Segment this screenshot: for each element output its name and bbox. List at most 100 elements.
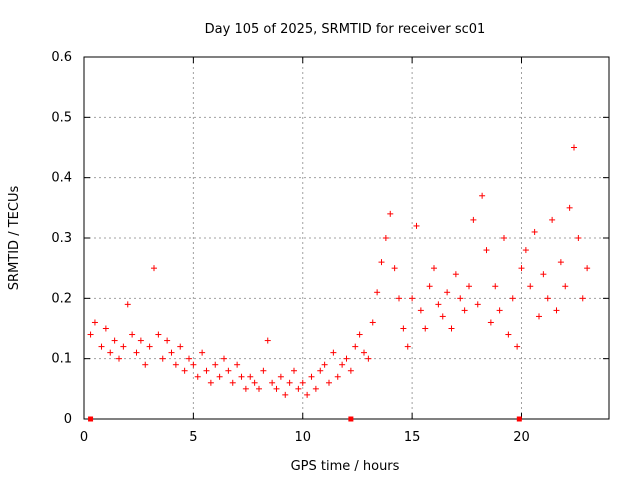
data-point [334,373,341,380]
data-point [356,331,363,338]
data-point [238,373,245,380]
data-point [448,325,455,332]
data-point [102,325,109,332]
data-point [509,295,516,302]
data-point [260,367,267,374]
data-point [361,349,367,356]
data-point [190,361,197,368]
data-point [584,265,591,272]
x-tick-label: 20 [513,430,530,445]
data-point [413,222,420,229]
data-point [120,343,127,350]
data-point [151,265,157,272]
data-point [396,295,402,302]
data-point [417,307,424,314]
data-point [291,367,297,374]
y-tick-label: 0.3 [51,231,72,246]
data-point [457,295,464,302]
data-point [168,349,175,356]
y-tick-label: 0.1 [51,352,72,367]
axis-markers [88,416,522,422]
data-point [579,295,586,302]
data-point [273,385,280,392]
data-point [505,331,512,338]
data-point [229,379,236,386]
data-point [251,379,258,386]
axis-marker [516,416,522,422]
data-point [352,343,359,350]
data-point [312,385,319,392]
data-point [212,361,219,368]
data-point [282,391,289,398]
data-point [317,367,324,374]
data-point [487,319,494,326]
data-point [566,204,573,211]
data-point [470,216,477,223]
data-point [444,289,451,296]
y-tick-label: 0.2 [51,291,72,306]
x-tick-label: 0 [80,430,88,445]
y-tick-label: 0.6 [51,50,72,65]
data-point [177,343,184,350]
data-point [369,319,376,326]
data-point [527,283,534,290]
data-point [146,343,153,350]
data-point [225,367,232,374]
data-point [137,337,144,344]
data-point [400,325,407,332]
data-point [264,337,271,344]
data-point [98,343,105,350]
x-tick-label: 15 [404,430,421,445]
axis-marker [88,416,94,422]
data-point [295,385,302,392]
data-point [142,361,149,368]
axis-ticks: 0 5 10 15 20 0 0.1 0.2 0.3 0.4 0.5 0.6 [51,50,609,445]
data-point [269,379,276,386]
data-point [330,349,337,356]
data-point [549,216,556,223]
data-point [247,373,254,380]
data-point [422,325,429,332]
data-point [514,343,521,350]
data-point [299,379,306,386]
grid-lines [84,57,609,419]
data-point [181,367,188,374]
data-point [575,235,582,241]
data-point [129,331,136,338]
data-points [87,144,591,398]
data-point [553,307,560,314]
y-axis-label: SRMTID / TECUs [7,186,22,291]
data-point [159,355,166,362]
x-tick-label: 5 [189,430,197,445]
data-point [91,319,98,326]
data-point [474,301,481,308]
data-point [391,265,398,272]
data-point [404,343,411,350]
data-point [492,283,499,290]
data-point [321,361,328,368]
data-point [540,271,547,278]
data-point [461,307,468,314]
data-point [431,265,437,272]
x-axis-label: GPS time / hours [291,459,400,474]
data-point [234,361,241,368]
data-point [496,307,503,314]
data-point [286,379,293,386]
data-point [531,228,538,235]
data-point [479,192,486,199]
y-tick-label: 0 [64,412,72,427]
data-point [186,355,192,362]
data-point [347,367,354,374]
data-point [387,210,394,217]
x-tick-label: 10 [294,430,311,445]
data-point [339,361,346,368]
data-point [199,349,206,356]
data-point [382,235,389,241]
data-point [203,367,210,374]
y-tick-label: 0.4 [51,171,72,186]
data-point [435,301,442,308]
data-point [374,289,381,296]
data-point [277,373,284,380]
data-point [365,355,372,362]
